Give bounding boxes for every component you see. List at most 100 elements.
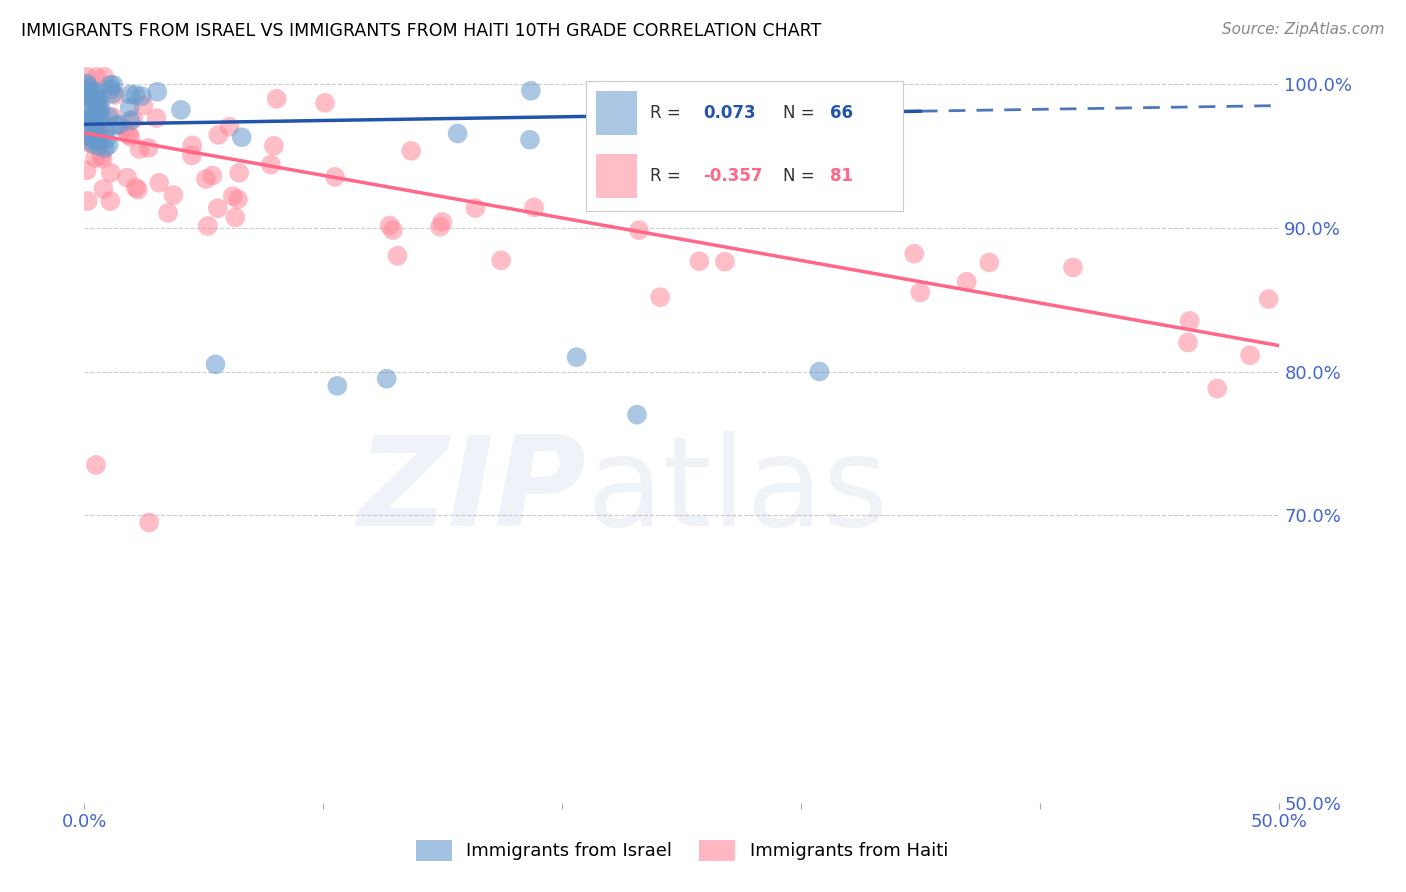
Point	[721, 187, 744, 202]
Point	[77, 86, 100, 100]
Point	[446, 127, 468, 141]
Point	[122, 112, 145, 127]
Text: atlas: atlas	[586, 432, 889, 552]
Point	[86, 109, 108, 123]
Point	[79, 81, 101, 95]
Point	[132, 98, 155, 112]
Point	[84, 126, 107, 140]
Text: IMMIGRANTS FROM ISRAEL VS IMMIGRANTS FROM HAITI 10TH GRADE CORRELATION CHART: IMMIGRANTS FROM ISRAEL VS IMMIGRANTS FRO…	[21, 22, 821, 40]
Point	[260, 158, 283, 172]
Point	[93, 70, 115, 84]
Point	[201, 169, 224, 183]
Point	[84, 89, 107, 103]
Point	[86, 99, 108, 113]
Point	[94, 123, 117, 137]
Point	[79, 93, 101, 107]
Point	[464, 201, 486, 215]
Point	[86, 110, 108, 124]
Point	[87, 139, 110, 153]
Point	[76, 106, 98, 120]
Point	[519, 133, 541, 147]
Point	[627, 223, 650, 237]
Point	[520, 84, 543, 98]
Point	[80, 130, 103, 145]
Text: Source: ZipAtlas.com: Source: ZipAtlas.com	[1222, 22, 1385, 37]
Point	[89, 96, 111, 111]
Point	[93, 182, 115, 196]
Point	[323, 169, 346, 184]
Point	[489, 253, 512, 268]
Point	[83, 133, 105, 147]
Point	[76, 134, 98, 148]
Point	[378, 219, 401, 233]
Point	[228, 166, 250, 180]
Point	[162, 188, 184, 202]
Point	[98, 194, 121, 208]
Legend: Immigrants from Israel, Immigrants from Haiti: Immigrants from Israel, Immigrants from …	[408, 832, 956, 868]
Point	[86, 125, 108, 139]
Point	[80, 112, 103, 127]
Point	[86, 70, 108, 84]
Point	[76, 77, 98, 91]
Point	[565, 350, 588, 364]
Point	[180, 148, 202, 162]
Point	[1177, 335, 1199, 350]
Point	[98, 78, 121, 92]
Point	[104, 87, 127, 102]
Point	[100, 82, 122, 96]
Point	[76, 90, 98, 104]
Point	[76, 84, 98, 98]
Point	[77, 112, 100, 126]
Point	[77, 87, 100, 102]
Point	[1239, 348, 1261, 362]
Point	[101, 110, 124, 124]
Point	[644, 88, 666, 103]
Point	[90, 127, 112, 141]
Point	[115, 170, 138, 185]
Point	[218, 120, 240, 134]
Point	[688, 254, 710, 268]
Point	[146, 85, 169, 99]
Point	[104, 119, 127, 133]
Point	[79, 92, 101, 106]
Point	[626, 408, 648, 422]
Point	[101, 87, 124, 101]
Point	[84, 86, 107, 100]
Point	[76, 111, 98, 125]
Point	[145, 111, 167, 125]
Point	[76, 163, 98, 178]
Point	[181, 138, 204, 153]
Point	[120, 87, 142, 102]
Point	[94, 141, 117, 155]
Point	[82, 136, 104, 151]
Point	[120, 129, 142, 144]
Point	[429, 219, 451, 234]
Point	[593, 97, 616, 112]
Point	[1178, 314, 1201, 328]
Point	[100, 166, 122, 180]
Point	[387, 249, 409, 263]
Point	[170, 103, 193, 117]
Point	[124, 87, 146, 102]
Point	[266, 92, 288, 106]
Point	[83, 120, 105, 134]
Point	[90, 149, 112, 163]
Point	[82, 113, 104, 128]
Point	[207, 128, 229, 142]
Point	[148, 176, 170, 190]
Point	[903, 246, 925, 260]
Point	[226, 192, 249, 206]
Point	[194, 172, 217, 186]
Point	[956, 275, 979, 289]
Point	[76, 70, 98, 84]
Point	[120, 113, 142, 128]
Point	[76, 121, 98, 136]
Point	[89, 133, 111, 147]
Point	[314, 95, 336, 110]
Point	[157, 206, 180, 220]
Point	[86, 93, 108, 107]
Point	[1257, 292, 1279, 306]
Text: ZIP: ZIP	[357, 432, 586, 552]
Point	[204, 357, 226, 371]
Point	[118, 101, 141, 115]
